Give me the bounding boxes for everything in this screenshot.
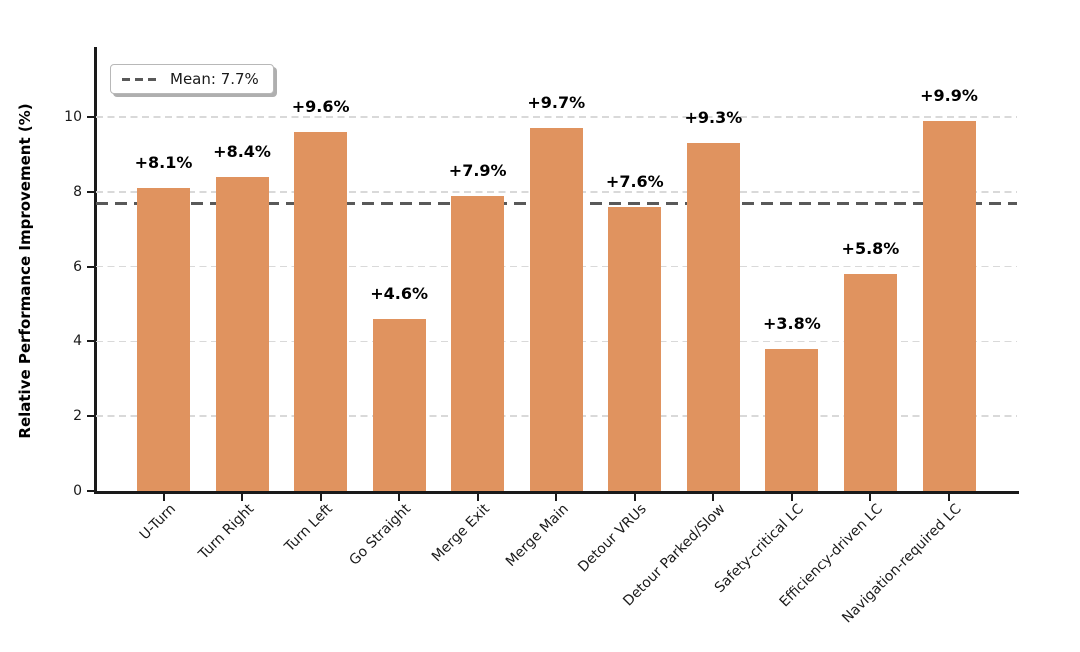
legend-label: Mean: 7.7% xyxy=(170,70,259,88)
bar-u-turn xyxy=(137,188,190,491)
x-tick-label-turn-right: Turn Right xyxy=(195,501,258,563)
x-tick-mark xyxy=(948,493,950,501)
x-axis-spine xyxy=(94,491,1019,494)
x-tick-mark xyxy=(476,493,479,501)
bar-safety-critical-lc xyxy=(765,348,819,491)
y-tick-label: 10 xyxy=(64,109,82,125)
y-tick-label: 6 xyxy=(73,258,82,275)
x-tick-mark xyxy=(162,493,165,501)
bar-value-label: +9.6% xyxy=(291,96,350,116)
gridline-y10 xyxy=(96,116,1017,118)
y-tick-label: 2 xyxy=(73,408,82,425)
bar-value-label: +9.7% xyxy=(527,93,586,113)
bar-navigation-required-lc xyxy=(922,120,976,491)
bar-value-label: +3.8% xyxy=(763,313,821,333)
x-tick-mark xyxy=(790,493,793,501)
x-tick-label-detour-vrus: Detour VRUs xyxy=(575,501,651,576)
bar-turn-left xyxy=(294,131,348,491)
x-tick-label-turn-left: Turn Left xyxy=(281,501,336,556)
x-tick-mark xyxy=(555,493,558,501)
y-tick-label: 0 xyxy=(73,483,82,499)
y-tick-mark xyxy=(87,415,94,418)
y-tick-label: 8 xyxy=(73,183,82,200)
x-tick-label-go-straight: Go Straight xyxy=(346,501,415,569)
x-tick-label-merge-exit: Merge Exit xyxy=(428,501,494,566)
bar-go-straight xyxy=(372,318,426,491)
bar-value-label: +8.4% xyxy=(213,141,271,161)
y-tick-mark xyxy=(87,190,94,193)
x-tick-label-merge-main: Merge Main xyxy=(502,501,572,570)
x-tick-mark xyxy=(319,493,322,501)
y-axis-title: Relative Performance Improvement (%) xyxy=(16,103,34,439)
y-tick-mark xyxy=(87,490,94,492)
bar-value-label: +4.6% xyxy=(370,283,429,303)
x-tick-mark xyxy=(241,493,244,501)
bar-value-label: +7.9% xyxy=(448,160,507,180)
bar-efficiency-driven-lc xyxy=(843,274,897,491)
bar-value-label: +9.3% xyxy=(684,108,743,128)
bar-value-label: +8.1% xyxy=(134,153,193,173)
bar-detour-vrus xyxy=(608,206,662,491)
y-axis-spine xyxy=(94,47,97,493)
x-tick-label-u-turn: U-Turn xyxy=(136,501,179,544)
x-tick-mark xyxy=(712,493,715,501)
y-tick-label: 4 xyxy=(73,333,82,350)
bar-merge-main xyxy=(529,128,583,491)
bar-turn-right xyxy=(215,176,269,491)
y-tick-mark xyxy=(87,265,94,268)
y-tick-mark xyxy=(87,340,94,343)
bar-value-label: +5.8% xyxy=(841,239,900,259)
x-tick-mark xyxy=(398,493,401,501)
bar-value-label: +9.9% xyxy=(920,85,978,105)
bar-value-label: +7.6% xyxy=(605,171,664,191)
bar-merge-exit xyxy=(451,195,505,491)
x-tick-mark xyxy=(633,493,636,501)
y-tick-mark xyxy=(87,116,94,118)
bar-detour-parked-slow xyxy=(686,143,740,491)
legend: Mean: 7.7% xyxy=(110,64,274,94)
mean-line-legend-swatch xyxy=(122,77,158,81)
x-tick-mark xyxy=(869,493,872,501)
